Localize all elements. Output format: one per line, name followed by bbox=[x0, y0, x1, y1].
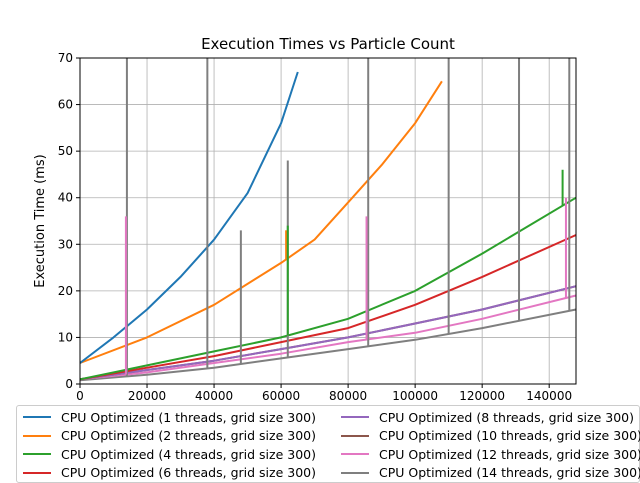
legend-label: CPU Optimized (1 threads, grid size 300) bbox=[61, 409, 316, 425]
legend-item-6: CPU Optimized (10 threads, grid size 300… bbox=[341, 427, 640, 445]
plot-area bbox=[79, 58, 577, 382]
chart-legend: CPU Optimized (1 threads, grid size 300)… bbox=[16, 405, 640, 483]
legend-swatch bbox=[341, 471, 369, 474]
legend-swatch bbox=[23, 453, 51, 455]
legend-label: CPU Optimized (2 threads, grid size 300) bbox=[61, 428, 316, 443]
legend-label: CPU Optimized (6 threads, grid size 300) bbox=[61, 465, 316, 480]
chart-title: Execution Times vs Particle Count bbox=[201, 35, 455, 53]
legend-item-7: CPU Optimized (12 threads, grid size 300… bbox=[341, 445, 640, 463]
x-axis-ticks: 0 20000 40000 60000 80000 100000 120000 140000 bbox=[76, 384, 572, 403]
legend-swatch bbox=[341, 453, 369, 455]
legend-item-8: CPU Optimized (14 threads, grid size 300… bbox=[341, 464, 640, 482]
series-line-8 bbox=[79, 308, 577, 382]
legend-swatch bbox=[23, 471, 51, 474]
legend-item-1: CPU Optimized (1 threads, grid size 300) bbox=[23, 408, 316, 426]
series-line-4 bbox=[79, 234, 577, 381]
y-tick-label: 30 bbox=[58, 237, 73, 251]
axes-frame bbox=[79, 57, 577, 385]
legend-item-3: CPU Optimized (4 threads, grid size 300) bbox=[23, 445, 316, 463]
series-line-7 bbox=[79, 294, 577, 381]
x-tick-label: 120000 bbox=[459, 389, 505, 403]
y-tick-label: 40 bbox=[58, 191, 73, 205]
y-axis-ticks: 0 10 20 30 40 50 60 70 bbox=[58, 51, 80, 391]
legend-item-2: CPU Optimized (2 threads, grid size 300) bbox=[23, 427, 316, 445]
legend-item-4: CPU Optimized (6 threads, grid size 300) bbox=[23, 464, 316, 482]
legend-swatch bbox=[23, 416, 51, 418]
legend-label: CPU Optimized (8 threads, grid size 300) bbox=[379, 409, 634, 425]
x-tick-label: 100000 bbox=[392, 389, 438, 403]
x-tick-label: 0 bbox=[76, 389, 84, 403]
y-tick-label: 10 bbox=[58, 330, 73, 344]
legend-swatch bbox=[341, 416, 369, 418]
series-line-1 bbox=[79, 71, 299, 364]
y-tick-label: 20 bbox=[58, 284, 73, 298]
y-axis-label: Execution Time (ms) bbox=[33, 154, 48, 287]
y-tick-label: 0 bbox=[65, 377, 73, 391]
legend-swatch bbox=[341, 434, 369, 437]
legend-label: CPU Optimized (12 threads, grid size 300… bbox=[379, 446, 640, 462]
x-tick-label: 80000 bbox=[329, 389, 367, 403]
y-tick-label: 70 bbox=[58, 51, 73, 65]
y-tick-label: 50 bbox=[58, 144, 73, 158]
legend-label: CPU Optimized (4 threads, grid size 300) bbox=[61, 446, 316, 462]
legend-swatch bbox=[23, 434, 51, 437]
grid-lines bbox=[79, 57, 576, 385]
series-line-5 bbox=[79, 285, 577, 381]
legend-label: CPU Optimized (10 threads, grid size 300… bbox=[379, 428, 640, 443]
legend-item-5: CPU Optimized (8 threads, grid size 300) bbox=[341, 408, 634, 426]
series-line-3 bbox=[79, 196, 577, 381]
x-tick-label: 140000 bbox=[526, 389, 572, 403]
x-tick-label: 60000 bbox=[262, 389, 300, 403]
y-tick-label: 60 bbox=[58, 98, 73, 112]
legend-label: CPU Optimized (14 threads, grid size 300… bbox=[379, 465, 640, 480]
x-tick-label: 40000 bbox=[195, 389, 233, 403]
series-line-2 bbox=[79, 80, 443, 364]
x-tick-label: 20000 bbox=[128, 389, 166, 403]
